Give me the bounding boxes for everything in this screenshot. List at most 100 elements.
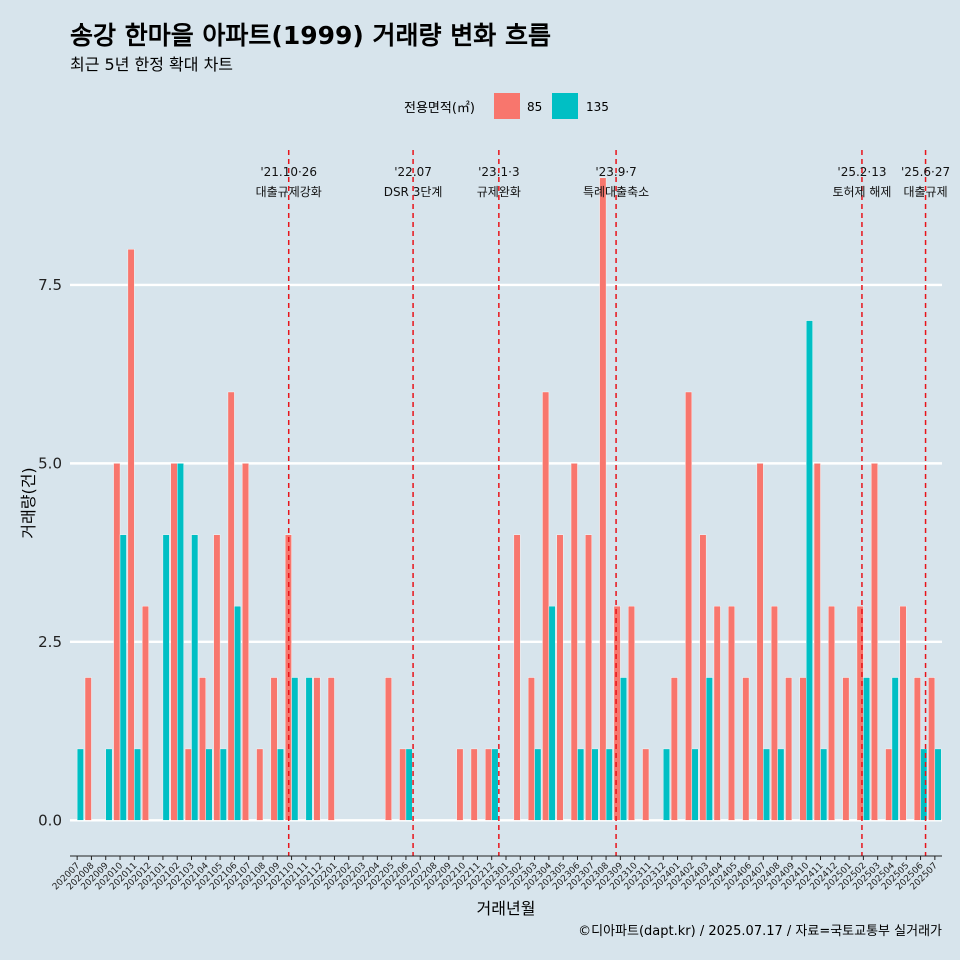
legend: 전용면적(㎡) 85 135	[404, 93, 609, 119]
bar-135-202102	[177, 463, 184, 821]
bar-85-202107	[242, 463, 249, 821]
event-date-label: '21.10·26	[260, 165, 317, 179]
bar-135-202011	[134, 748, 141, 821]
bar-85-202401	[670, 677, 678, 821]
bar-135-202408	[777, 748, 785, 821]
caption: ©디아파트(dapt.kr) / 2025.07.17 / 자료=국토교통부 실…	[578, 924, 942, 939]
bar-135-202410	[805, 320, 813, 821]
bar-85-202010	[113, 463, 121, 821]
bar-85-202409	[785, 677, 793, 821]
chart-subtitle: 최근 5년 한정 확대 차트	[70, 55, 233, 74]
bar-85-202008	[84, 677, 92, 821]
bar-85-202104	[199, 677, 207, 821]
bar-85-202412	[828, 605, 835, 821]
bar-85-202112	[313, 677, 321, 821]
bar-85-202506	[913, 677, 921, 821]
event-desc-label: DSR 3단계	[384, 185, 443, 199]
bar-135-202206	[405, 748, 413, 821]
bar-135-202309	[620, 677, 627, 821]
y-tick-label: 5.0	[38, 454, 62, 472]
bar-85-202109	[270, 677, 278, 821]
bar-85-202406	[742, 677, 750, 821]
bar-85-202201	[327, 677, 335, 821]
x-axis: 2020072020082020092020102020112020122021…	[51, 855, 942, 892]
bar-85-202206	[399, 748, 407, 821]
bar-135-202312	[663, 748, 670, 821]
bar-135-202007	[76, 748, 84, 821]
legend-title: 전용면적(㎡)	[404, 101, 475, 116]
bar-135-202104	[205, 748, 213, 821]
bar-135-202105	[219, 748, 227, 821]
bar-85-202205	[385, 677, 392, 821]
event-date-label: '25.2·13	[837, 165, 886, 179]
bar-135-202110	[291, 677, 299, 821]
y-tick-label: 0.0	[38, 811, 62, 829]
bar-135-202212	[491, 748, 499, 821]
event-desc-label: 대출규제	[903, 185, 947, 199]
bar-85-202505	[899, 605, 907, 821]
event-desc-label: 특례대출축소	[583, 185, 649, 199]
bar-85-202403	[699, 534, 707, 821]
bar-85-202411	[813, 463, 821, 821]
bar-85-202011	[127, 249, 135, 821]
bar-135-202407	[763, 748, 770, 821]
gridlines: 0.0 2.5 5.0 7.5	[38, 276, 942, 829]
bar-85-202410	[799, 677, 807, 821]
legend-label-135: 135	[586, 100, 609, 114]
bar-85-202303	[527, 677, 535, 821]
bar-85-202210	[456, 748, 464, 821]
y-axis-title: 거래량(건)	[19, 467, 38, 538]
bar-85-202108	[256, 748, 264, 821]
bar-135-202303	[534, 748, 542, 821]
bar-85-202305	[556, 534, 564, 821]
bar-135-202411	[820, 748, 828, 821]
bars	[76, 177, 942, 821]
bar-85-202507	[928, 677, 936, 821]
bar-135-202010	[119, 534, 127, 821]
bar-85-202102	[170, 463, 178, 821]
event-markers: '21.10·26 대출규제강화 '22.07 DSR 3단계 '23.1·3 규제완화 '…	[256, 150, 950, 856]
bar-135-202109	[277, 748, 284, 821]
bar-85-202012	[141, 605, 149, 821]
bar-135-202507	[934, 748, 942, 821]
bar-85-202405	[728, 605, 735, 821]
bar-85-202310	[628, 605, 635, 821]
bar-135-202506	[920, 748, 928, 821]
bar-135-202111	[305, 677, 313, 821]
bar-135-202308	[605, 748, 613, 821]
bar-85-202306	[570, 463, 578, 821]
bar-85-202402	[685, 391, 693, 821]
bar-85-202307	[585, 534, 592, 821]
legend-label-85: 85	[527, 100, 542, 114]
bar-85-202408	[770, 605, 778, 821]
bar-135-202402	[691, 748, 699, 821]
bar-85-202105	[213, 534, 221, 821]
bar-85-202404	[713, 605, 721, 821]
event-date-label: '23.9·7	[595, 165, 636, 179]
bar-85-202211	[470, 748, 478, 821]
bar-135-202403	[705, 677, 713, 821]
bar-85-202212	[485, 748, 492, 821]
legend-key-85	[494, 93, 520, 119]
y-tick-label: 2.5	[38, 633, 62, 651]
chart-title: 송강 한마을 아파트(1999) 거래량 변화 흐름	[70, 21, 551, 50]
bar-135-202106	[234, 605, 242, 821]
bar-135-202101	[162, 534, 170, 821]
x-axis-title: 거래년월	[477, 899, 536, 918]
bar-85-202407	[756, 463, 764, 821]
bar-85-202311	[642, 748, 650, 821]
bar-85-202106	[227, 391, 235, 821]
event-date-label: '25.6·27	[901, 165, 950, 179]
bar-135-202103	[191, 534, 199, 821]
event-date-label: '23.1·3	[478, 165, 519, 179]
bar-135-202502	[863, 677, 871, 821]
bar-85-202503	[871, 463, 878, 821]
event-desc-label: 규제완화	[477, 185, 521, 199]
bar-85-202504	[885, 748, 893, 821]
bar-135-202504	[891, 677, 899, 821]
event-desc-label: 대출규제강화	[256, 185, 322, 199]
legend-key-135	[552, 93, 578, 119]
bar-85-202304	[542, 391, 550, 821]
bar-135-202009	[105, 748, 113, 821]
